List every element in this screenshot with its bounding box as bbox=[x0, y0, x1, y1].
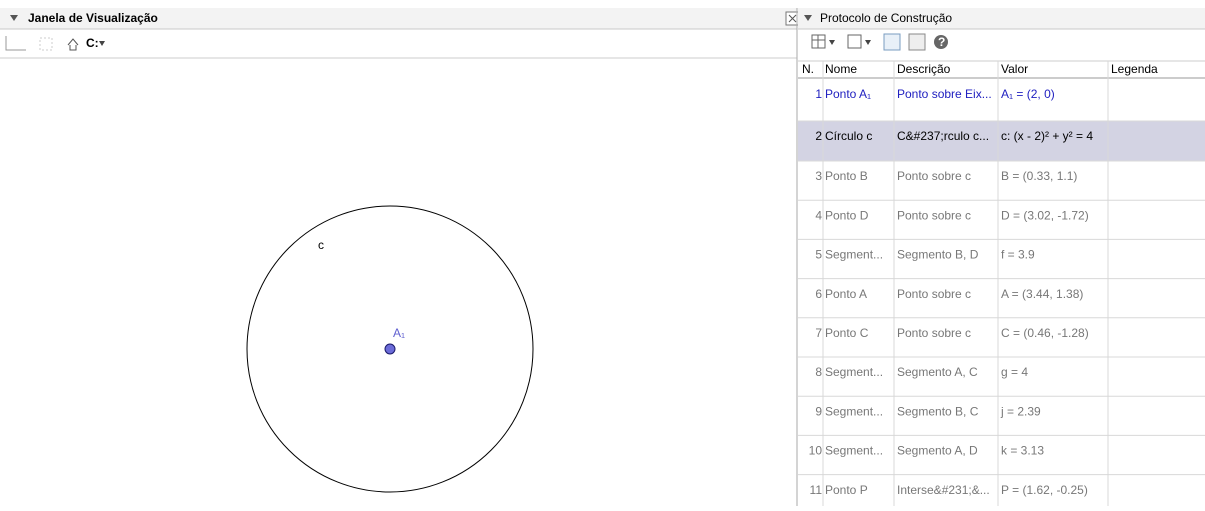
column-header: Descrição bbox=[897, 62, 951, 76]
table-cell: A₁ = (2, 0) bbox=[1001, 87, 1055, 101]
table-cell: Ponto P bbox=[825, 483, 868, 497]
table-cell: Segment... bbox=[825, 444, 883, 458]
view-toolbar: C: bbox=[5, 36, 105, 51]
table-cell: 4 bbox=[815, 208, 822, 222]
point-a1[interactable] bbox=[384, 343, 396, 355]
table-cell: C = (0.46, -1.28) bbox=[1001, 326, 1089, 340]
table-cell: Segment... bbox=[825, 365, 883, 379]
table-cell: Interse&#231;&... bbox=[897, 483, 990, 497]
collapse-icon[interactable] bbox=[10, 15, 18, 21]
table-cell: c: (x - 2)² + y² = 4 bbox=[1001, 129, 1093, 143]
home-button[interactable] bbox=[67, 38, 79, 51]
table-cell: Ponto sobre c bbox=[897, 169, 971, 183]
table-cell: Ponto sobre c bbox=[897, 326, 971, 340]
table-cell: Ponto A₁ bbox=[825, 87, 871, 101]
table-cell: k = 3.13 bbox=[1001, 444, 1044, 458]
table-cell: P = (1.62, -0.25) bbox=[1001, 483, 1088, 497]
column-header: Legenda bbox=[1111, 62, 1158, 76]
table-cell: Segment... bbox=[825, 248, 883, 262]
table-cell: Círculo c bbox=[825, 129, 872, 143]
table-cell: Segmento A, D bbox=[897, 444, 978, 458]
table-cell: 11 bbox=[810, 483, 823, 497]
protocol-toolbar: ? bbox=[811, 33, 948, 51]
protocol-title: Protocolo de Construção bbox=[820, 11, 952, 25]
dropdown-icon[interactable] bbox=[99, 41, 105, 46]
table-cell: Ponto A bbox=[825, 287, 867, 301]
table-cell: 10 bbox=[809, 444, 823, 458]
collapse-icon[interactable] bbox=[804, 15, 812, 21]
selected-row bbox=[798, 121, 1205, 161]
table-cell: f = 3.9 bbox=[1001, 248, 1035, 262]
column-header: N. bbox=[802, 62, 814, 76]
icon bbox=[812, 35, 825, 48]
table-cell: j = 2.39 bbox=[1000, 404, 1041, 418]
table-cell: Segmento B, D bbox=[897, 248, 979, 262]
table-cell: B = (0.33, 1.1) bbox=[1001, 169, 1077, 183]
dropdown-icon[interactable] bbox=[829, 40, 835, 45]
column-header: Nome bbox=[825, 62, 857, 76]
column-header: Valor bbox=[1001, 62, 1028, 76]
table-cell: Ponto sobre c bbox=[897, 208, 971, 222]
table-cell: Ponto sobre c bbox=[897, 287, 971, 301]
table-cell: 3 bbox=[815, 169, 822, 183]
close-icon bbox=[788, 14, 797, 23]
circle-label: c bbox=[318, 238, 324, 252]
table-cell: Ponto B bbox=[825, 169, 868, 183]
table-cell: 5 bbox=[815, 248, 822, 262]
grid-button[interactable] bbox=[39, 37, 53, 51]
table-cell: 6 bbox=[815, 287, 822, 301]
table-cell: 9 bbox=[815, 404, 822, 418]
protocol-table: N. Nome Descrição Valor Legenda 1 Ponto A₁ Pont… bbox=[798, 60, 1205, 506]
table-cell: Segmento A, C bbox=[897, 365, 978, 379]
dropdown-icon[interactable] bbox=[865, 40, 871, 45]
options-button[interactable] bbox=[847, 34, 862, 49]
point-label: A₁ bbox=[393, 326, 405, 340]
print-button[interactable] bbox=[908, 33, 926, 51]
axes-button[interactable] bbox=[5, 36, 26, 51]
table-cell: g = 4 bbox=[1001, 365, 1028, 379]
table-cell: 7 bbox=[815, 326, 822, 340]
table-cell: D = (3.02, -1.72) bbox=[1001, 208, 1089, 222]
table-cell: Segment... bbox=[825, 404, 883, 418]
table-cell: Ponto sobre Eix... bbox=[897, 87, 992, 101]
table-cell: 8 bbox=[815, 365, 822, 379]
table-cell: 2 bbox=[815, 129, 822, 143]
style-button[interactable]: C: bbox=[86, 36, 99, 50]
help-icon: ? bbox=[938, 35, 945, 49]
protocol-header bbox=[798, 8, 1205, 29]
table-cell: Ponto C bbox=[825, 326, 869, 340]
view-header bbox=[0, 8, 797, 29]
table-cell: C&#237;rculo c... bbox=[897, 129, 989, 143]
help-button[interactable] bbox=[934, 35, 948, 49]
play-button[interactable] bbox=[883, 33, 901, 51]
table-cell: Segmento B, C bbox=[897, 404, 979, 418]
table-cell: A = (3.44, 1.38) bbox=[1001, 287, 1083, 301]
table-cell: 1 bbox=[815, 87, 822, 101]
view-title: Janela de Visualização bbox=[28, 11, 158, 25]
table-cell: Ponto D bbox=[825, 208, 869, 222]
circle-c[interactable] bbox=[246, 205, 534, 493]
